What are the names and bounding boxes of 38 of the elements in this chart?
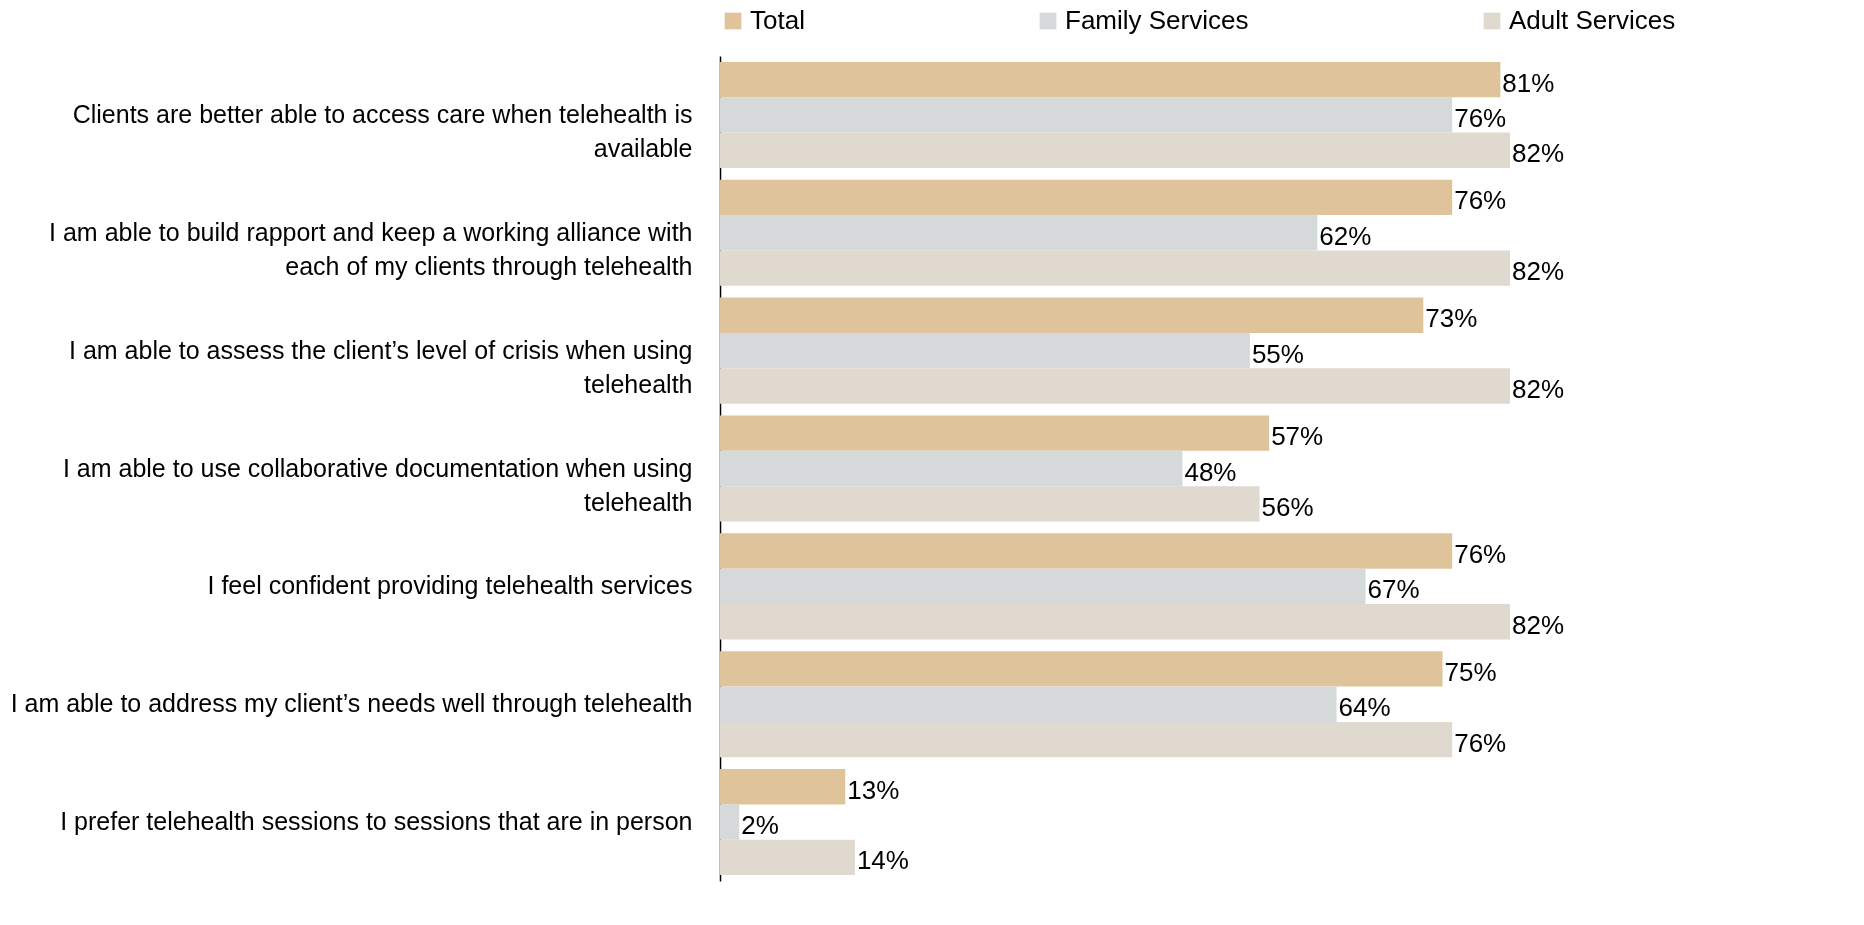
bar: [720, 415, 1270, 451]
legend-label: Adult Services: [1509, 5, 1676, 35]
data-label: 64%: [1338, 692, 1391, 723]
data-label: 13%: [847, 774, 900, 805]
data-label: 73%: [1425, 303, 1478, 334]
data-label: 48%: [1184, 456, 1237, 487]
data-label: 56%: [1261, 491, 1314, 522]
data-label: 82%: [1512, 256, 1565, 287]
y-tick-label: I am able to assess the client’s level of crisis when using telehealth: [69, 335, 693, 398]
data-label: 82%: [1512, 138, 1565, 169]
bar: [720, 651, 1443, 687]
y-tick-label: I am able to build rapport and keep a working alliance with each of my clients through telehealth: [49, 217, 693, 280]
data-label: 82%: [1512, 609, 1565, 640]
data-label: 82%: [1512, 374, 1565, 404]
bar: [720, 297, 1424, 333]
data-label: 2%: [741, 810, 779, 841]
data-label: 67%: [1367, 574, 1420, 605]
y-tick-label: I am able to address my client’s needs well through telehealth: [10, 689, 693, 718]
data-label: 81%: [1502, 67, 1555, 98]
bar: [720, 179, 1453, 216]
y-tick-label: I prefer telehealth sessions to sessions that are in person: [60, 807, 693, 836]
y-tick-label: I am able to use collaborative documentation when using telehealth: [62, 453, 693, 516]
data-label: 76%: [1454, 185, 1507, 216]
data-label: 62%: [1319, 220, 1372, 251]
y-tick-label: Clients are better able to access care when telehealth is available: [72, 99, 693, 162]
data-label: 76%: [1454, 102, 1507, 133]
data-label: 57%: [1271, 421, 1324, 452]
y-tick-label: I feel confident providing telehealth services: [207, 571, 693, 600]
data-label: 55%: [1251, 338, 1304, 369]
bar: [720, 61, 1501, 98]
data-label: 75%: [1444, 656, 1497, 687]
data-label: 76%: [1454, 539, 1507, 569]
bar: [720, 533, 1453, 569]
legend-label: Total: [750, 5, 805, 35]
bar: [720, 769, 846, 805]
legend-label: Family Services: [1065, 5, 1249, 35]
data-label: 76%: [1454, 727, 1507, 758]
data-label: 14%: [856, 845, 909, 876]
